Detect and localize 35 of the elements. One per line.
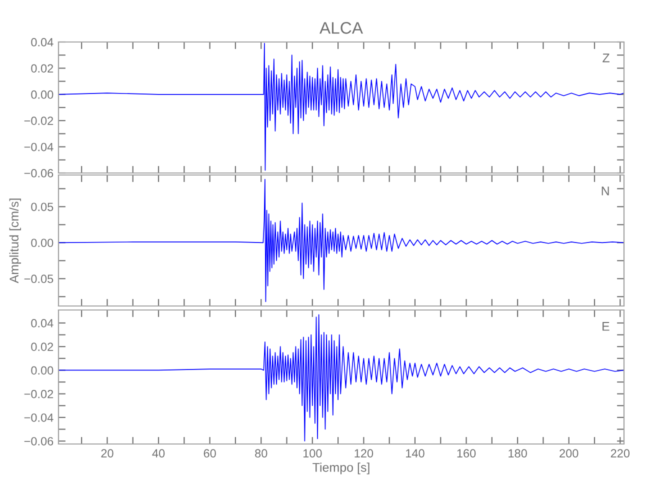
x-tick-label: 120 [354,449,374,458]
line-series [58,178,624,302]
y-tick-label: 0.00 [31,90,54,99]
x-tick-label: 80 [255,449,268,458]
x-tick-label: 140 [406,449,424,458]
x-tick-label: 60 [204,449,216,458]
y-tick-label: 0.00 [31,366,54,375]
y-tick-label: 0.05 [31,202,54,212]
y-tick-label: 0.02 [31,342,54,351]
x-tick-label: 160 [457,449,476,458]
x-tick-label: 180 [508,449,527,458]
y-tick-label: 0.02 [31,64,54,73]
annotation: N [602,186,609,196]
y-tick-label: −0.02 [24,390,54,398]
x-tick-label: 100 [303,449,322,458]
line-series [58,314,624,442]
x-tick-label: 200 [560,449,578,458]
x-tick-label: 220 [610,449,630,458]
y-tick-label: 0.04 [31,319,54,328]
line-series [58,42,624,171]
y-tick-label: −0.04 [24,142,54,152]
y-axis-title: Amplitud [cm/s] [9,198,21,284]
y-tick-label: −0.04 [24,413,54,422]
y-tick-label: 0.04 [31,38,54,46]
y-tick-label: 0.00 [31,238,54,248]
x-tick-label: 40 [152,449,165,458]
annotation: E [602,322,610,331]
x-axis-title: Tiempo [s] [312,462,370,474]
y-tick-label: −0.05 [24,274,54,284]
annotation: Z [602,54,610,62]
chart-title: ALCA [320,22,363,34]
y-tick-label: −0.06 [24,437,54,446]
x-tick-label: 20 [101,449,114,458]
y-tick-label: −0.02 [24,116,54,125]
y-tick-label: −0.06 [24,169,54,178]
